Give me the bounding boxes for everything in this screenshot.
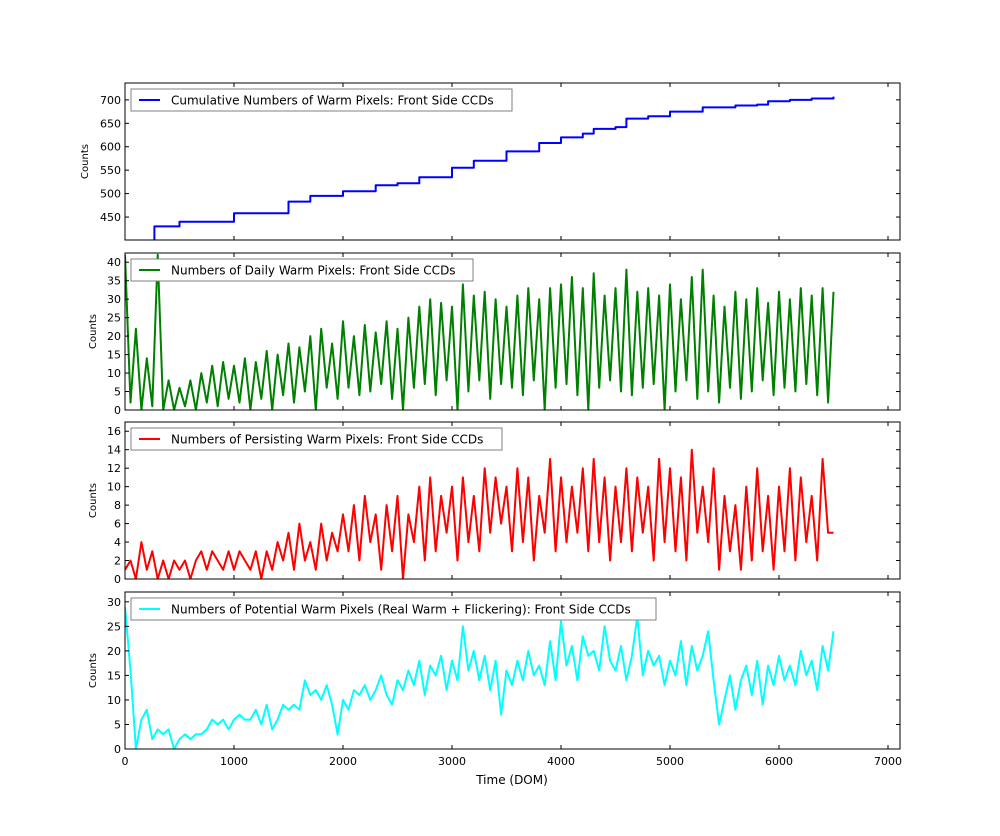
y-tick-label: 4 bbox=[114, 536, 121, 549]
y-tick-label: 25 bbox=[107, 312, 121, 325]
y-tick-label: 16 bbox=[107, 425, 121, 438]
legend-box bbox=[130, 258, 474, 282]
x-tick-label: 3000 bbox=[438, 755, 466, 768]
legend: Numbers of Daily Warm Pixels: Front Side… bbox=[130, 258, 474, 282]
y-tick-label: 2 bbox=[114, 555, 121, 568]
x-tick-label: 0 bbox=[122, 755, 129, 768]
x-tick-label: 6000 bbox=[765, 755, 793, 768]
axes-frame bbox=[124, 252, 901, 411]
y-axis-label: Counts bbox=[88, 314, 99, 349]
y-tick-label: 15 bbox=[107, 669, 121, 682]
y-tick-label: 20 bbox=[107, 645, 121, 658]
y-tick-label: 450 bbox=[100, 211, 121, 224]
y-tick-label: 10 bbox=[107, 481, 121, 494]
x-tick-label: 4000 bbox=[547, 755, 575, 768]
legend-label: Numbers of Daily Warm Pixels: Front Side… bbox=[171, 264, 456, 278]
subplot-1: 450 500 550 600 650 700 Counts Cumulative Numbe… bbox=[80, 82, 901, 241]
y-tick-label: 0 bbox=[114, 573, 121, 586]
series-line bbox=[153, 96, 835, 240]
subplot-3: 0 2 4 6 8 10 12 14 16 Counts Numbers of Persisting… bbox=[88, 421, 901, 586]
axes-frame bbox=[124, 82, 901, 241]
legend: Numbers of Potential Warm Pixels (Real W… bbox=[130, 597, 657, 621]
y-axis-label: Counts bbox=[80, 144, 91, 179]
series-line bbox=[125, 253, 835, 410]
subplot-4: 0 1000 2000 3000 4000 5000 6000 7000 0 5 10 15 20 25 3… bbox=[88, 591, 902, 768]
y-tick-label: 10 bbox=[107, 694, 121, 707]
y-axis-label: Counts bbox=[88, 653, 99, 688]
legend-box bbox=[130, 88, 513, 112]
legend-box bbox=[130, 427, 503, 451]
axes-frame bbox=[124, 421, 901, 580]
y-tick-label: 650 bbox=[100, 117, 121, 130]
x-tick-label: 5000 bbox=[656, 755, 684, 768]
y-tick-label: 12 bbox=[107, 462, 121, 475]
x-tick-label: 7000 bbox=[874, 755, 902, 768]
series-line bbox=[125, 448, 834, 579]
y-tick-label: 8 bbox=[114, 499, 121, 512]
axes-frame bbox=[124, 591, 901, 750]
y-tick-label: 700 bbox=[100, 94, 121, 107]
y-tick-label: 25 bbox=[107, 620, 121, 633]
x-tick-label: 2000 bbox=[329, 755, 357, 768]
series-line bbox=[125, 606, 835, 749]
subplot-2: 0 5 10 15 20 25 30 35 40 Counts Numbers of Daily W… bbox=[88, 252, 901, 417]
y-tick-label: 30 bbox=[107, 596, 121, 609]
y-tick-label: 20 bbox=[107, 330, 121, 343]
y-tick-label: 600 bbox=[100, 141, 121, 154]
y-tick-label: 40 bbox=[107, 256, 121, 269]
y-tick-label: 5 bbox=[114, 718, 121, 731]
y-tick-label: 10 bbox=[107, 367, 121, 380]
legend-label: Cumulative Numbers of Warm Pixels: Front… bbox=[171, 94, 494, 108]
y-tick-label: 500 bbox=[100, 188, 121, 201]
x-tick-label: 1000 bbox=[220, 755, 248, 768]
legend-label: Numbers of Persisting Warm Pixels: Front… bbox=[171, 433, 483, 447]
y-axis-label: Counts bbox=[88, 483, 99, 518]
x-axis-label: Time (DOM) bbox=[475, 773, 548, 787]
y-tick-label: 6 bbox=[114, 518, 121, 531]
y-tick-label: 5 bbox=[114, 386, 121, 399]
y-tick-label: 550 bbox=[100, 164, 121, 177]
y-tick-label: 35 bbox=[107, 275, 121, 288]
y-tick-label: 30 bbox=[107, 293, 121, 306]
legend-label: Numbers of Potential Warm Pixels (Real W… bbox=[171, 603, 631, 617]
legend-box bbox=[130, 597, 657, 621]
legend: Numbers of Persisting Warm Pixels: Front… bbox=[130, 427, 503, 451]
y-tick-label: 15 bbox=[107, 349, 121, 362]
y-tick-label: 14 bbox=[107, 444, 121, 457]
legend: Cumulative Numbers of Warm Pixels: Front… bbox=[130, 88, 513, 112]
y-tick-label: 0 bbox=[114, 743, 121, 756]
y-tick-label: 0 bbox=[114, 404, 121, 417]
